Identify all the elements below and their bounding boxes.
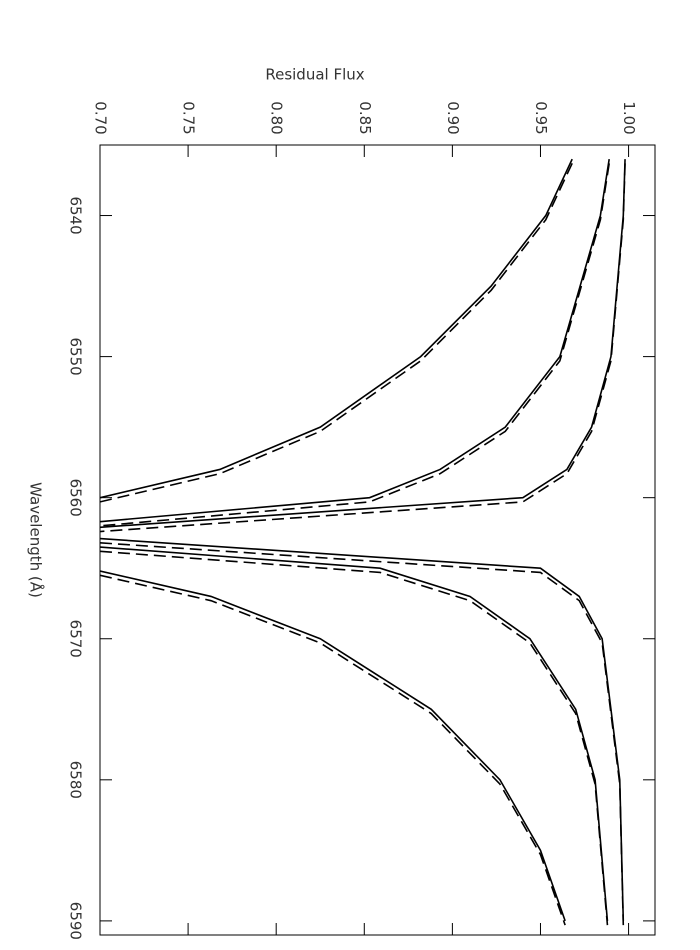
plot-area xyxy=(100,158,626,926)
y-tick-label: 0.85 xyxy=(356,101,374,134)
x-tick-label: 6540 xyxy=(67,196,85,234)
profile-line xyxy=(100,158,610,921)
profile-line xyxy=(100,163,610,926)
x-tick-label: 6570 xyxy=(67,620,85,658)
x-axis-title: Wavelength (Å) xyxy=(27,482,46,598)
profile-line xyxy=(100,163,573,926)
y-tick-label: 0.95 xyxy=(532,101,550,134)
y-tick-label: 1.00 xyxy=(620,101,638,134)
profile-line xyxy=(100,159,626,921)
x-tick-label: 6580 xyxy=(67,761,85,799)
profile-line xyxy=(100,163,626,926)
x-tick-label: 6590 xyxy=(67,902,85,940)
profile-line xyxy=(100,158,573,922)
x-tick-label: 6560 xyxy=(67,479,85,517)
y-tick-label: 0.70 xyxy=(92,101,110,134)
plot-frame xyxy=(99,144,656,936)
y-tick-label: 0.75 xyxy=(180,101,198,134)
y-axis-title: Residual Flux xyxy=(265,66,364,84)
x-tick-label: 6550 xyxy=(67,338,85,376)
y-tick-label: 0.80 xyxy=(268,101,286,134)
y-tick-label: 0.90 xyxy=(444,101,462,134)
